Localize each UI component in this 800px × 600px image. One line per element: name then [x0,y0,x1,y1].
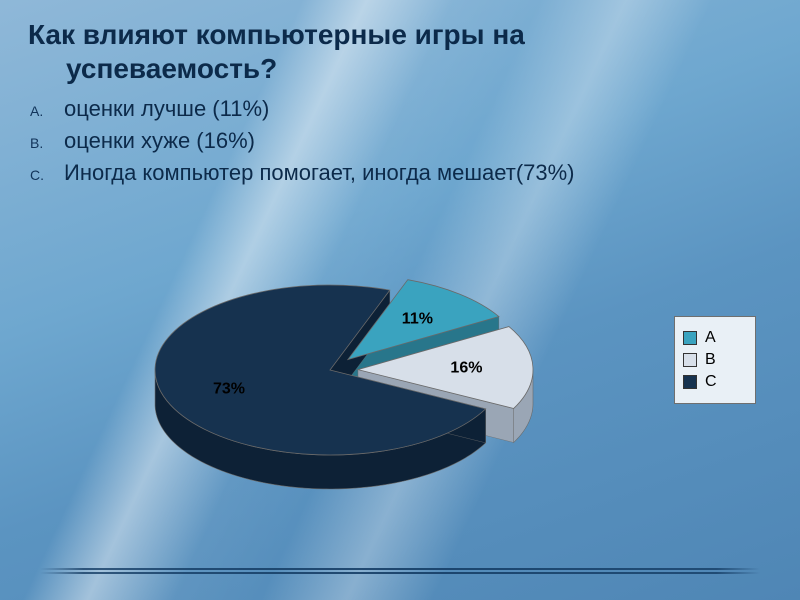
title-line-2: успеваемость? [28,52,740,86]
legend-label: A [705,329,716,347]
legend-swatch [683,375,697,389]
footer-divider [40,568,760,574]
slide: Как влияют компьютерные игры на успеваем… [0,0,800,600]
list-item: C. Иногда компьютер помогает, иногда меш… [30,160,760,186]
svg-text:16%: 16% [450,359,482,376]
list-text: Иногда компьютер помогает, иногда мешает… [64,160,760,186]
legend-label: C [705,373,717,391]
slide-title: Как влияют компьютерные игры на успеваем… [28,18,740,85]
legend-label: B [705,351,716,369]
list-text: оценки лучше (11%) [64,96,760,122]
pie-chart: 11% 16% 73% [120,230,540,530]
list-marker: A. [30,99,64,119]
chart-legend: A B C [674,316,756,404]
svg-text:11%: 11% [402,310,433,327]
answer-list: A. оценки лучше (11%) B. оценки хуже (16… [30,96,760,192]
list-item: B. оценки хуже (16%) [30,128,760,154]
pie-chart-svg: 11% 16% 73% [120,230,540,530]
list-marker: B. [30,131,64,151]
legend-swatch [683,353,697,367]
title-line-1: Как влияют компьютерные игры на [28,19,525,50]
legend-row: A [683,329,747,347]
legend-row: C [683,373,747,391]
legend-swatch [683,331,697,345]
list-item: A. оценки лучше (11%) [30,96,760,122]
list-text: оценки хуже (16%) [64,128,760,154]
list-marker: C. [30,163,64,183]
svg-text:73%: 73% [213,380,245,397]
legend-row: B [683,351,747,369]
